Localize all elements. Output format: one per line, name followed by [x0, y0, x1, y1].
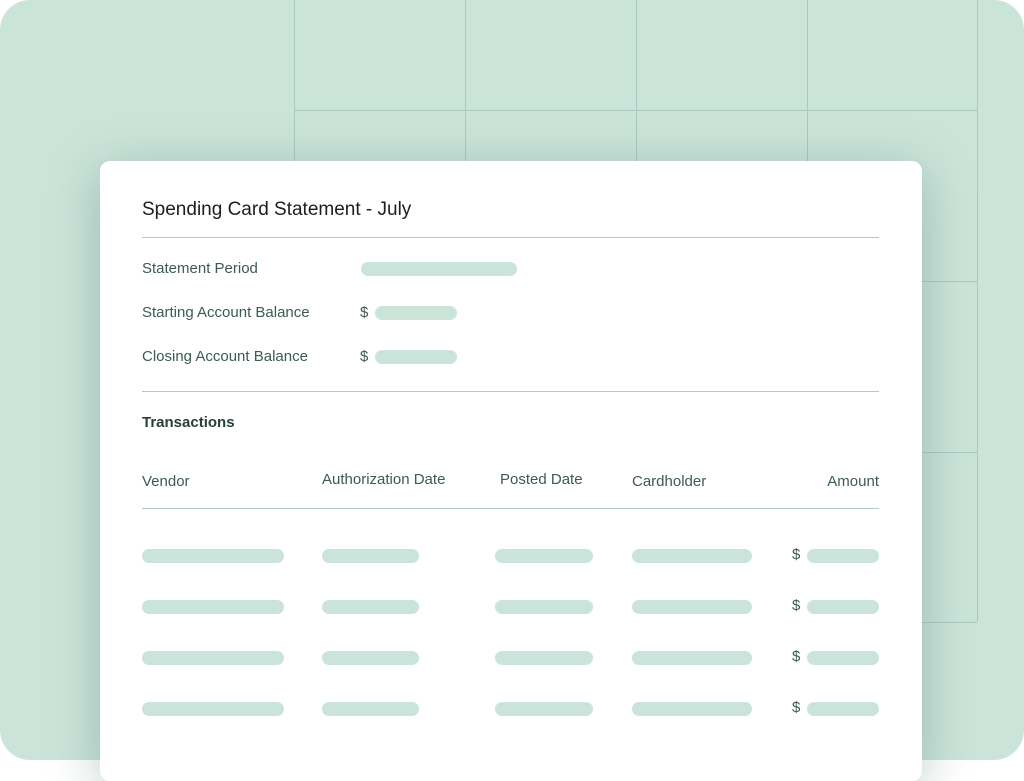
currency-symbol: $: [792, 546, 801, 563]
column-header-cardholder: Cardholder: [632, 473, 707, 490]
cell-placeholder: [322, 600, 419, 614]
currency-symbol: $: [792, 597, 801, 614]
column-header-authorization-date: Authorization Date: [322, 471, 446, 488]
cell-placeholder: [495, 549, 593, 563]
cell-placeholder: [495, 702, 593, 716]
statement-card: Spending Card Statement - July Statement…: [100, 161, 922, 781]
currency-symbol: $: [360, 348, 369, 365]
starting-balance-label: Starting Account Balance: [142, 304, 310, 321]
cell-placeholder: [322, 549, 419, 563]
cell-placeholder: [807, 600, 879, 614]
currency-symbol: $: [792, 648, 801, 665]
grid-line: [977, 0, 978, 622]
currency-symbol: $: [792, 699, 801, 716]
transactions-heading: Transactions: [142, 414, 235, 431]
divider: [142, 391, 879, 392]
column-header-posted-date: Posted Date: [500, 471, 583, 488]
cell-placeholder: [322, 651, 419, 665]
starting-balance-placeholder: [375, 306, 457, 320]
cell-placeholder: [632, 600, 752, 614]
cell-placeholder: [632, 549, 752, 563]
statement-period-label: Statement Period: [142, 260, 258, 277]
cell-placeholder: [142, 549, 284, 563]
statement-period-placeholder: [361, 262, 517, 276]
cell-placeholder: [632, 702, 752, 716]
closing-balance-label: Closing Account Balance: [142, 348, 308, 365]
divider: [142, 237, 879, 238]
statement-title: Spending Card Statement - July: [142, 199, 412, 220]
cell-placeholder: [322, 702, 419, 716]
cell-placeholder: [807, 549, 879, 563]
cell-placeholder: [495, 651, 593, 665]
cell-placeholder: [807, 651, 879, 665]
divider: [142, 508, 879, 509]
cell-placeholder: [142, 702, 284, 716]
cell-placeholder: [807, 702, 879, 716]
column-header-amount: Amount: [827, 473, 879, 490]
cell-placeholder: [142, 600, 284, 614]
grid-line: [294, 110, 977, 111]
cell-placeholder: [495, 600, 593, 614]
cell-placeholder: [632, 651, 752, 665]
column-header-vendor: Vendor: [142, 473, 190, 490]
closing-balance-placeholder: [375, 350, 457, 364]
currency-symbol: $: [360, 304, 369, 321]
cell-placeholder: [142, 651, 284, 665]
